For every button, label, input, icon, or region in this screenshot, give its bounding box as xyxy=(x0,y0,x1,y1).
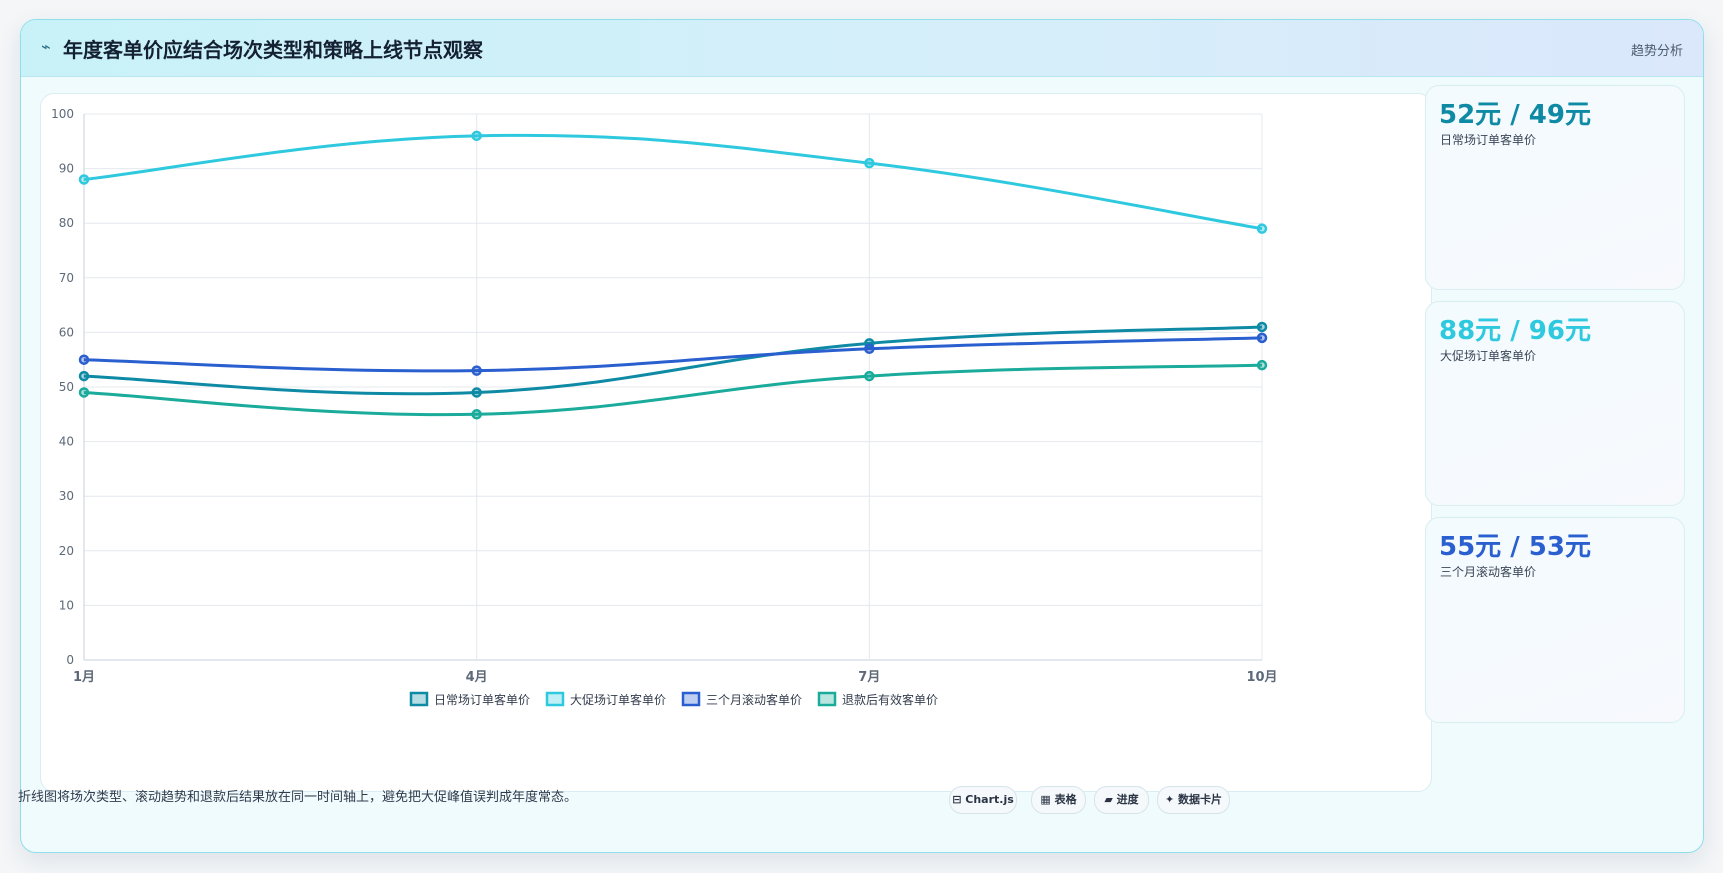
data-point xyxy=(471,365,482,376)
kpi-label: 三个月滚动客单价 xyxy=(1440,565,1537,579)
kpi-value: 52元 / 49元 xyxy=(1439,100,1591,130)
progress-icon: ▰ xyxy=(1104,793,1113,806)
y-tick-label: 30 xyxy=(59,489,74,503)
data-point xyxy=(1256,359,1268,371)
y-tick-label: 10 xyxy=(59,598,74,612)
chip-label: 数据卡片 xyxy=(1178,793,1223,806)
kpi-card-promo: 88元 / 96元 大促场订单客单价 xyxy=(1425,301,1685,506)
chip-label: 表格 xyxy=(1054,793,1077,806)
y-tick-label: 100 xyxy=(51,107,74,121)
data-point xyxy=(1256,321,1268,333)
kpi-card-daily: 52元 / 49元 日常场订单客单价 xyxy=(1425,85,1685,290)
data-point xyxy=(864,343,875,355)
kpi-label: 大促场订单客单价 xyxy=(1440,349,1537,363)
kpi-label: 日常场订单客单价 xyxy=(1440,133,1537,147)
y-tick-label: 20 xyxy=(59,544,74,558)
y-tick-label: 60 xyxy=(59,325,74,339)
line-chart-card: 0 10 20 30 40 50 60 70 80 90 100 1月 4月 7月 10月日常场订单客单价 大… xyxy=(40,93,1432,792)
trend-icon: ⌁ xyxy=(41,37,51,56)
panel-header: ⌁ 年度客单价应结合场次类型和策略上线节点观察 趋势分析 xyxy=(21,20,1703,77)
panel-title: 年度客单价应结合场次类型和策略上线节点观察 xyxy=(63,38,483,62)
chip-table[interactable]: ▦ 表格 xyxy=(1031,786,1086,814)
data-point xyxy=(471,409,482,420)
y-tick-label: 0 xyxy=(66,653,74,667)
chart-footnote: 折线图将场次类型、滚动趋势和退款后结果放在同一时间轴上，避免把大促峰值误判成年度… xyxy=(18,790,578,805)
legend-label: 退款后有效客单价 xyxy=(842,692,938,707)
data-point xyxy=(471,130,482,142)
data-point xyxy=(864,370,875,382)
legend-swatch xyxy=(409,691,429,707)
data-point xyxy=(78,387,90,398)
legend-label: 大促场订单客单价 xyxy=(570,692,666,707)
data-point xyxy=(1256,223,1268,234)
series-line-2 xyxy=(83,336,1263,373)
chip-label: Chart.js xyxy=(965,793,1014,806)
series-line-0 xyxy=(83,325,1263,396)
x-tick-label: 1月 xyxy=(73,670,95,685)
data-card-icon: ✦ xyxy=(1164,793,1175,806)
x-tick-label: 10月 xyxy=(1246,670,1277,685)
x-tick-label: 4月 xyxy=(466,670,488,685)
series-line-1 xyxy=(83,133,1263,231)
chip-progress[interactable]: ▰ 进度 xyxy=(1094,786,1149,814)
data-point xyxy=(864,157,875,169)
data-point xyxy=(78,370,90,382)
legend-label: 三个月滚动客单价 xyxy=(706,692,802,707)
chip-chartjs[interactable]: ⊟ Chart.js xyxy=(949,786,1017,814)
y-tick-label: 90 xyxy=(59,162,74,176)
trend-analysis-button[interactable]: 趋势分析 xyxy=(1630,44,1683,59)
data-point xyxy=(1256,332,1268,344)
y-tick-label: 80 xyxy=(59,216,74,230)
data-point xyxy=(78,174,90,185)
y-tick-label: 70 xyxy=(59,271,74,285)
y-tick-label: 50 xyxy=(59,380,74,394)
kpi-card-rolling: 55元 / 53元 三个月滚动客单价 xyxy=(1425,517,1685,723)
table-icon: ▦ xyxy=(1040,793,1051,806)
chip-data-card[interactable]: ✦ 数据卡片 xyxy=(1157,786,1230,814)
kpi-value: 88元 / 96元 xyxy=(1439,316,1591,346)
x-tick-label: 7月 xyxy=(858,670,880,685)
chart-panel: ⌁ 年度客单价应结合场次类型和策略上线节点观察 趋势分析 0 10 20 30 40 50… xyxy=(20,19,1704,853)
legend-swatch xyxy=(681,691,701,707)
legend-label: 日常场订单客单价 xyxy=(434,692,530,707)
kpi-value: 55元 / 53元 xyxy=(1439,532,1591,562)
legend-swatch xyxy=(817,691,837,707)
y-tick-label: 40 xyxy=(59,435,74,449)
data-point xyxy=(78,354,90,365)
chart-icon: ⊟ xyxy=(952,793,962,806)
legend-swatch xyxy=(545,691,565,707)
series-line-3 xyxy=(83,363,1263,417)
data-point xyxy=(471,387,482,398)
chip-label: 进度 xyxy=(1116,793,1139,806)
